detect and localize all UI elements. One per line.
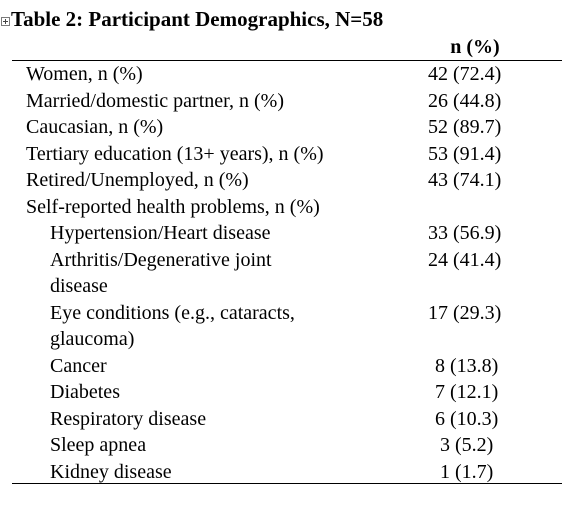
table-row: Respiratory disease 6 (10.3) (0, 406, 562, 433)
row-label: Hypertension/Heart disease (50, 222, 271, 244)
row-value: 52 (89.7) (428, 116, 502, 138)
row-value: 8 (13.8) (435, 354, 499, 377)
table-row: Hypertension/Heart disease 33 (56.9) (0, 220, 562, 247)
table-row: Married/domestic partner, n (%) 26 (44.8… (0, 88, 562, 115)
table-row-section-heading: Self-reported health problems, n (%) (0, 194, 562, 221)
row-label: Arthritis/Degenerative joint disease (50, 248, 272, 298)
table-row: Retired/Unemployed, n (%) 43 (74.1) (0, 167, 562, 194)
table-expand-icon[interactable] (1, 17, 10, 26)
row-value: 3 (5.2) (440, 434, 494, 456)
table-row: Women, n (%) 42 (72.4) (0, 61, 562, 88)
table-row: Sleep apnea 3 (5.2) (0, 432, 562, 459)
row-value: 26 (44.8) (428, 89, 502, 112)
table-row: Arthritis/Degenerative joint disease 24 … (0, 247, 562, 300)
table-body: Women, n (%) 42 (72.4) Married/domestic … (0, 61, 562, 485)
row-value: 7 (12.1) (435, 381, 499, 403)
table-row: Kidney disease 1 (1.7) (0, 459, 562, 486)
table-row: Caucasian, n (%) 52 (89.7) (0, 114, 562, 141)
row-label: Retired/Unemployed, n (%) (26, 169, 249, 191)
table-row: Diabetes 7 (12.1) (0, 379, 562, 406)
footer-rule (12, 483, 562, 484)
row-label: Caucasian, n (%) (26, 116, 164, 138)
row-value: 53 (91.4) (428, 142, 502, 165)
row-value: 42 (72.4) (428, 63, 502, 85)
row-label: Kidney disease (50, 460, 172, 483)
row-label: Sleep apnea (50, 434, 147, 456)
row-value: 24 (41.4) (428, 248, 502, 271)
row-value: 33 (56.9) (428, 222, 502, 244)
row-label: Tertiary education (13+ years), n (%) (26, 142, 324, 165)
row-label: Cancer (50, 354, 107, 377)
table-row: Eye conditions (e.g., cataracts, glaucom… (0, 300, 562, 353)
row-label: Married/domestic partner, n (%) (26, 89, 284, 112)
row-label: Diabetes (50, 381, 120, 403)
row-label: Respiratory disease (50, 407, 207, 430)
row-value: 6 (10.3) (435, 407, 499, 430)
row-value: 17 (29.3) (428, 301, 502, 324)
column-header-n-percent: n (%) (450, 36, 500, 58)
row-value: 1 (1.7) (440, 460, 494, 483)
row-label: Self-reported health problems, n (%) (26, 195, 320, 218)
row-value: 43 (74.1) (428, 169, 502, 191)
row-label: Eye conditions (e.g., cataracts, glaucom… (50, 301, 295, 351)
table-row: Tertiary education (13+ years), n (%) 53… (0, 141, 562, 168)
table-row: Cancer 8 (13.8) (0, 353, 562, 380)
row-label: Women, n (%) (26, 63, 143, 85)
table-title: Table 2: Participant Demographics, N=58 (11, 7, 384, 31)
header-rule (12, 60, 562, 61)
